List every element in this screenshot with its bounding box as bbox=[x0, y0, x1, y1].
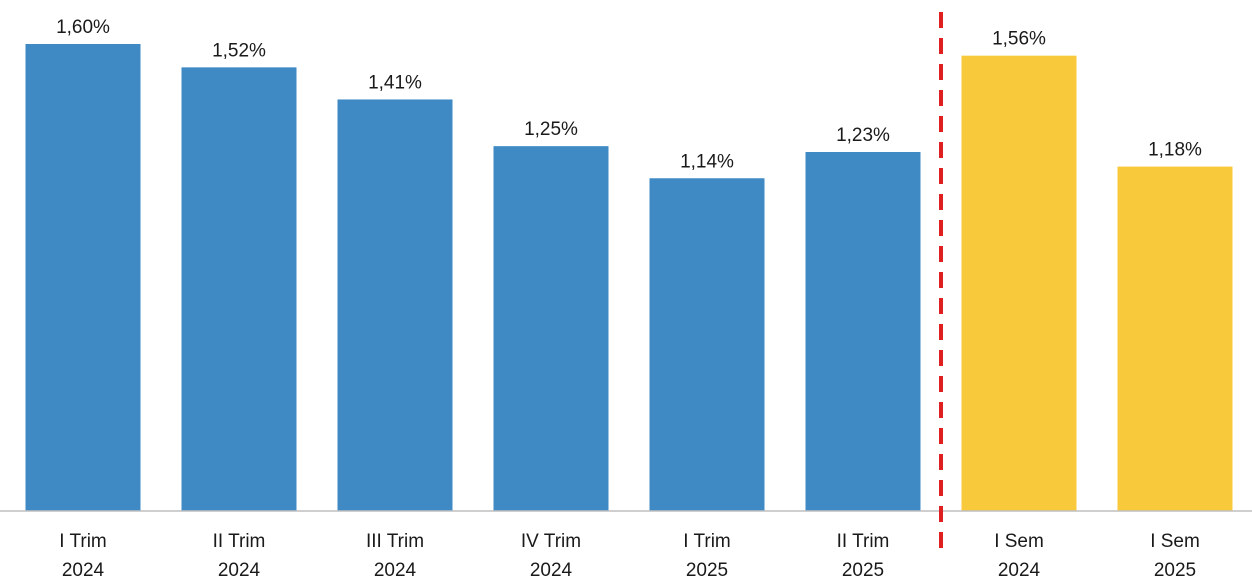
bar-6 bbox=[961, 55, 1077, 512]
data-label-5: 1,23% bbox=[836, 125, 890, 146]
bar-1 bbox=[181, 67, 297, 511]
data-label-7: 1,18% bbox=[1148, 140, 1202, 161]
x-tick-label-0: I Trim 2024 bbox=[59, 531, 107, 581]
x-tick-label-4: I Trim 2025 bbox=[683, 531, 731, 581]
bar-2 bbox=[337, 99, 453, 512]
bar-5 bbox=[805, 151, 921, 511]
x-tick-label-7: I Sem 2025 bbox=[1150, 531, 1200, 581]
bar-0 bbox=[25, 44, 141, 511]
x-tick-label-6: I Sem 2024 bbox=[994, 531, 1044, 581]
bar-7 bbox=[1117, 166, 1233, 511]
bar-4 bbox=[649, 178, 765, 511]
data-label-0: 1,60% bbox=[56, 17, 110, 38]
x-tick-label-1: II Trim 2024 bbox=[213, 531, 266, 581]
bar-3 bbox=[493, 146, 609, 511]
data-label-1: 1,52% bbox=[212, 40, 266, 61]
x-tick-label-3: IV Trim 2024 bbox=[521, 531, 581, 581]
data-label-6: 1,56% bbox=[992, 29, 1046, 50]
x-tick-label-2: III Trim 2024 bbox=[366, 531, 424, 581]
data-label-3: 1,25% bbox=[524, 119, 578, 140]
data-label-4: 1,14% bbox=[680, 151, 734, 172]
data-label-2: 1,41% bbox=[368, 72, 422, 93]
x-tick-label-5: II Trim 2025 bbox=[837, 531, 890, 581]
